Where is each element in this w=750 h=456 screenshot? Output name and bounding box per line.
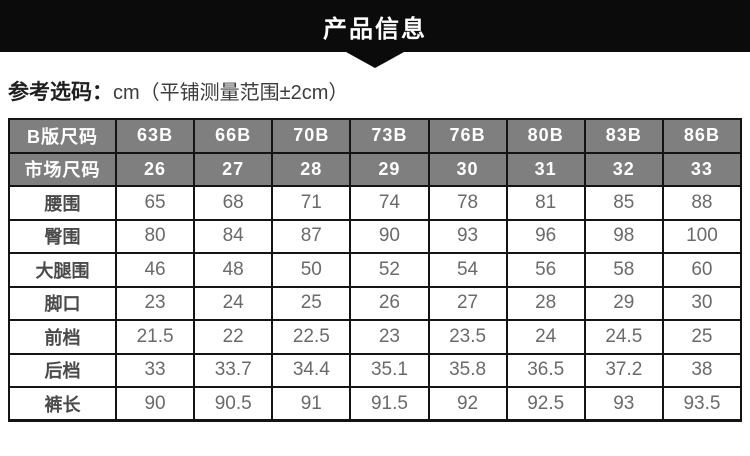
measurement-cell: 78	[427, 185, 508, 221]
measurement-cell: 24	[193, 285, 274, 321]
size-code-cell: 29	[349, 151, 430, 187]
measurement-cell: 54	[427, 252, 508, 288]
measurement-cell: 93	[583, 386, 664, 422]
measurement-cell: 98	[583, 218, 664, 254]
row-label-cell: 腰围	[8, 185, 117, 221]
measurement-cell: 21.5	[114, 319, 196, 355]
measurement-cell: 90	[349, 218, 430, 254]
size-code-cell: 32	[583, 151, 664, 187]
size-code-cell: 66B	[193, 118, 274, 154]
measurement-cell: 71	[271, 185, 352, 221]
measurement-cell: 93	[427, 218, 508, 254]
measurement-cell: 38	[661, 352, 743, 388]
measurement-cell: 29	[583, 285, 664, 321]
row-label-cell: 裤长	[8, 386, 117, 422]
measurement-cell: 65	[114, 185, 196, 221]
measurement-cell: 90	[114, 386, 196, 422]
measurement-cell: 37.2	[583, 352, 664, 388]
measurement-cell: 91.5	[349, 386, 430, 422]
measurement-cell: 26	[349, 285, 430, 321]
size-reference-label: 参考选码：	[8, 81, 113, 104]
size-code-cell: 31	[505, 151, 586, 187]
product-info-banner: 产品信息	[0, 0, 750, 52]
measurement-cell: 92.5	[505, 386, 586, 422]
size-code-cell: 70B	[271, 118, 352, 154]
measurement-cell: 80	[114, 218, 196, 254]
measurement-cell: 60	[661, 252, 743, 288]
size-table-row: 裤长 90 90.5 91 91.5 92 92.5 93 93.5	[8, 386, 743, 422]
measurement-cell: 56	[505, 252, 586, 288]
measurement-cell: 22.5	[271, 319, 352, 355]
size-table-row: 大腿围 46 48 50 52 54 56 58 60	[8, 252, 743, 288]
measurement-cell: 23	[114, 285, 196, 321]
measurement-cell: 100	[661, 218, 743, 254]
row-label-cell: 前档	[8, 319, 117, 355]
measurement-cell: 24	[505, 319, 586, 355]
measurement-cell: 25	[661, 319, 743, 355]
size-table-row: 后档 33 33.7 34.4 35.1 35.8 36.5 37.2 38	[8, 352, 743, 388]
measurement-cell: 28	[505, 285, 586, 321]
measurement-cell: 52	[349, 252, 430, 288]
size-table: B版尺码 63B 66B 70B 73B 76B 80B 83B 86B 市场尺码 26 27 28 29…	[8, 118, 743, 422]
measurement-cell: 90.5	[193, 386, 274, 422]
size-code-cell: 83B	[583, 118, 664, 154]
measurement-cell: 85	[583, 185, 664, 221]
measurement-cell: 58	[583, 252, 664, 288]
measurement-cell: 91	[271, 386, 352, 422]
size-table-row: 前档 21.5 22 22.5 23 23.5 24 24.5 25	[8, 319, 743, 355]
size-code-cell: 73B	[349, 118, 430, 154]
measurement-cell: 35.8	[427, 352, 508, 388]
measurement-cell: 22	[193, 319, 274, 355]
size-code-cell: 76B	[427, 118, 508, 154]
measurement-cell: 88	[661, 185, 743, 221]
measurement-cell: 46	[114, 252, 196, 288]
measurement-cell: 48	[193, 252, 274, 288]
size-table-header-row: B版尺码 63B 66B 70B 73B 76B 80B 83B 86B	[8, 118, 743, 154]
measurement-cell: 50	[271, 252, 352, 288]
measurement-cell: 24.5	[583, 319, 664, 355]
size-code-cell: 33	[661, 151, 743, 187]
size-reference-detail: cm（平铺测量范围±2cm）	[113, 82, 349, 104]
measurement-cell: 23	[349, 319, 430, 355]
size-table-row: 腰围 65 68 71 74 78 81 85 88	[8, 185, 743, 221]
measurement-cell: 27	[427, 285, 508, 321]
measurement-cell: 93.5	[661, 386, 743, 422]
measurement-cell: 36.5	[505, 352, 586, 388]
size-table-header-row: 市场尺码 26 27 28 29 30 31 32 33	[8, 151, 743, 187]
triangle-down-icon	[346, 52, 404, 68]
measurement-cell: 74	[349, 185, 430, 221]
size-code-cell: 26	[114, 151, 196, 187]
row-label-cell: 后档	[8, 352, 117, 388]
size-table-row: 脚口 23 24 25 26 27 28 29 30	[8, 285, 743, 321]
measurement-cell: 92	[427, 386, 508, 422]
measurement-cell: 81	[505, 185, 586, 221]
measurement-cell: 84	[193, 218, 274, 254]
measurement-cell: 34.4	[271, 352, 352, 388]
size-code-cell: 27	[193, 151, 274, 187]
size-table-row: 臀围 80 84 87 90 93 96 98 100	[8, 218, 743, 254]
row-label-cell: 脚口	[8, 285, 117, 321]
header-label-cell: 市场尺码	[8, 151, 117, 187]
page-title: 产品信息	[323, 15, 427, 43]
size-code-cell: 86B	[661, 118, 743, 154]
size-code-cell: 63B	[114, 118, 196, 154]
size-reference-note: 参考选码：cm（平铺测量范围±2cm）	[8, 81, 742, 105]
row-label-cell: 大腿围	[8, 252, 117, 288]
measurement-cell: 30	[661, 285, 743, 321]
product-info-page: 产品信息 参考选码：cm（平铺测量范围±2cm） B版尺码 63B 66B 70B 73…	[0, 0, 750, 422]
measurement-cell: 68	[193, 185, 274, 221]
measurement-cell: 87	[271, 218, 352, 254]
size-code-cell: 80B	[505, 118, 586, 154]
measurement-cell: 23.5	[427, 319, 508, 355]
measurement-cell: 33.7	[193, 352, 274, 388]
measurement-cell: 35.1	[349, 352, 430, 388]
size-code-cell: 30	[427, 151, 508, 187]
size-code-cell: 28	[271, 151, 352, 187]
header-label-cell: B版尺码	[8, 118, 117, 154]
row-label-cell: 臀围	[8, 218, 117, 254]
measurement-cell: 25	[271, 285, 352, 321]
measurement-cell: 96	[505, 218, 586, 254]
measurement-cell: 33	[114, 352, 196, 388]
